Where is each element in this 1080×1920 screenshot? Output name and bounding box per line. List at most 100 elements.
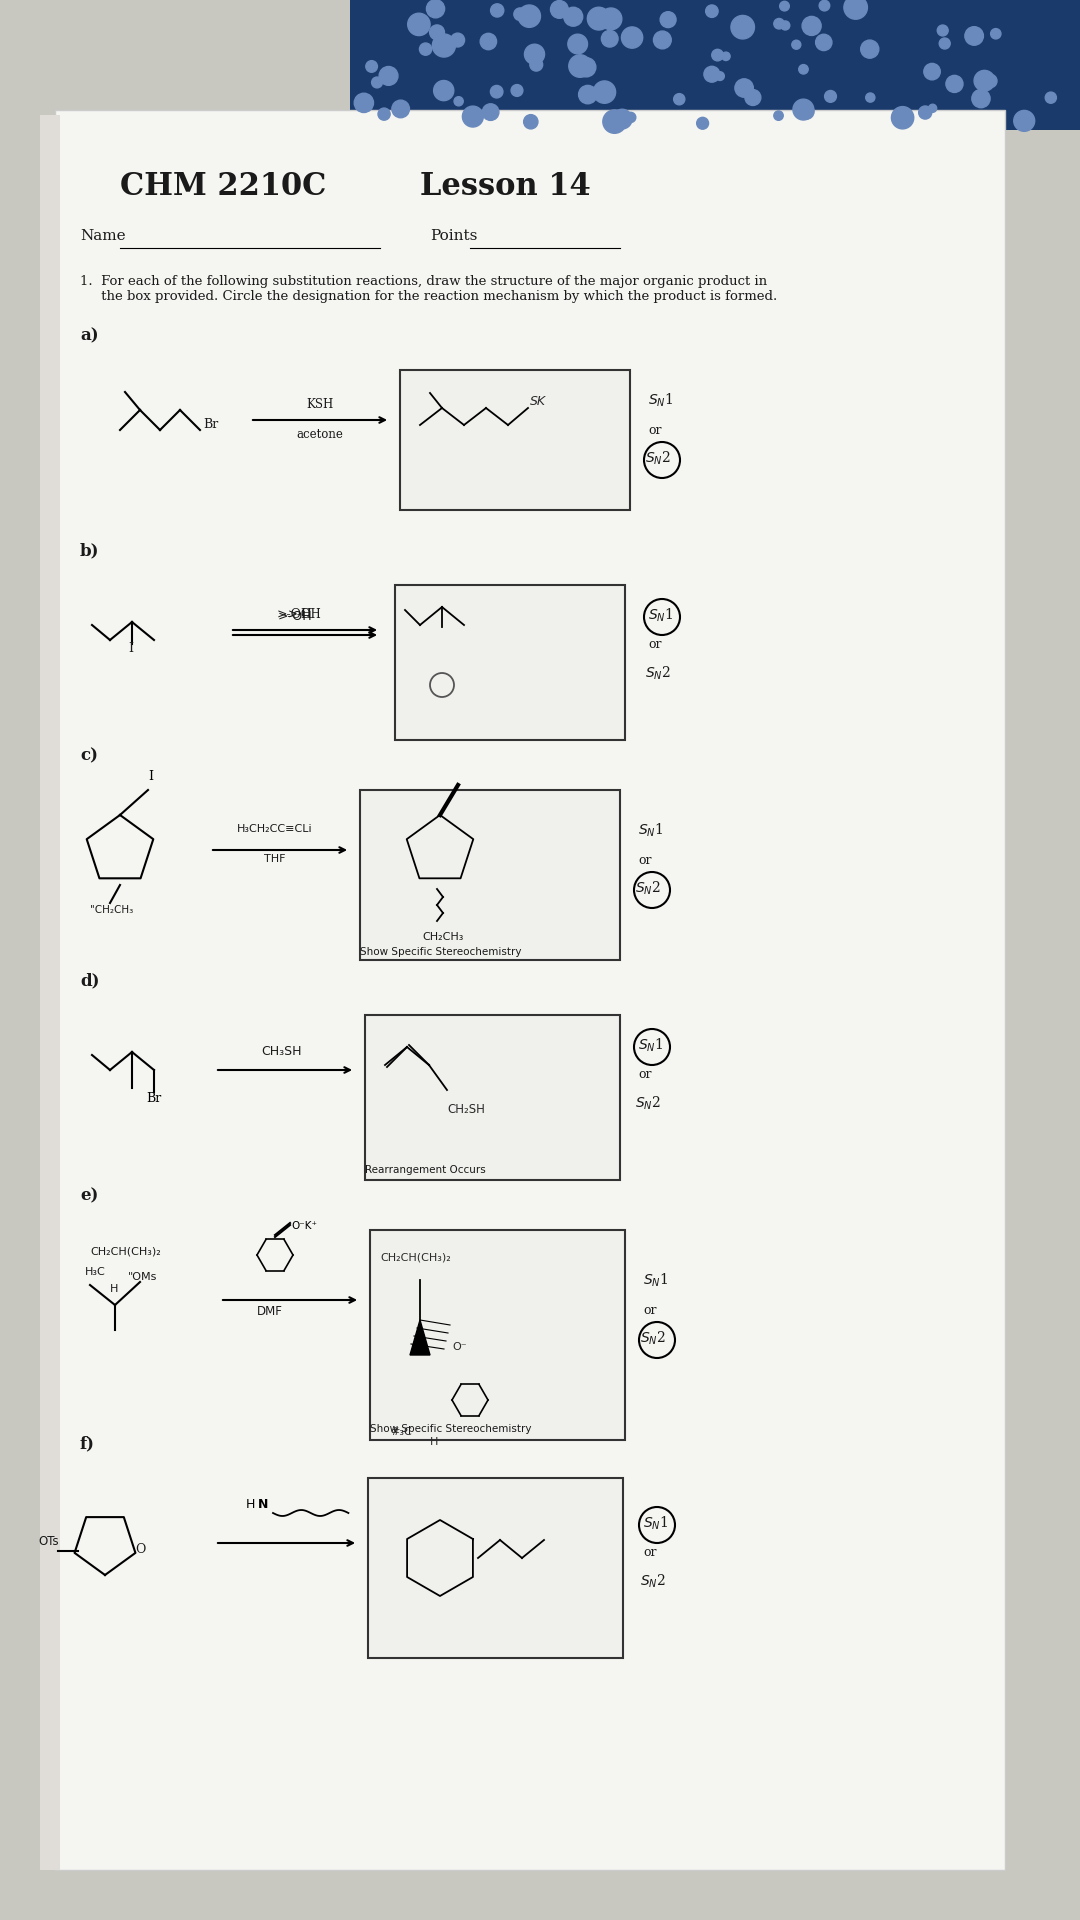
- Text: $S_N$1: $S_N$1: [648, 392, 673, 409]
- Circle shape: [427, 0, 445, 17]
- Circle shape: [721, 52, 730, 61]
- Text: H: H: [246, 1498, 255, 1511]
- Text: 1.  For each of the following substitution reactions, draw the structure of the : 1. For each of the following substitutio…: [80, 275, 778, 303]
- Circle shape: [379, 67, 397, 84]
- Bar: [360, 789, 620, 960]
- Circle shape: [625, 111, 636, 123]
- Circle shape: [798, 104, 814, 119]
- Text: O⁻K⁺: O⁻K⁺: [291, 1221, 318, 1231]
- Text: $S_N$2: $S_N$2: [645, 449, 671, 467]
- Circle shape: [430, 25, 445, 40]
- Text: KSH: KSH: [307, 397, 334, 411]
- Text: O⁻: O⁻: [453, 1342, 467, 1352]
- Circle shape: [551, 0, 568, 19]
- Text: CH₂CH(CH₃)₂: CH₂CH(CH₃)₂: [90, 1246, 161, 1258]
- Text: $S_N$1: $S_N$1: [638, 822, 663, 839]
- Circle shape: [660, 12, 676, 27]
- Text: I: I: [129, 641, 133, 655]
- Text: $S_N$2: $S_N$2: [635, 1094, 661, 1112]
- Text: or: or: [638, 1069, 651, 1081]
- Bar: [370, 1231, 625, 1440]
- Text: d): d): [80, 972, 99, 989]
- Circle shape: [843, 0, 867, 19]
- Circle shape: [483, 104, 499, 121]
- Circle shape: [974, 71, 995, 90]
- Text: CHM 2210C: CHM 2210C: [120, 171, 326, 202]
- Text: c): c): [80, 747, 98, 764]
- Text: "OMs: "OMs: [129, 1271, 158, 1283]
- Text: or: or: [648, 639, 661, 651]
- Circle shape: [564, 8, 583, 27]
- Circle shape: [577, 58, 596, 77]
- Circle shape: [940, 38, 950, 50]
- Circle shape: [511, 84, 523, 96]
- Text: O: O: [135, 1544, 146, 1555]
- Circle shape: [964, 27, 984, 46]
- Circle shape: [802, 17, 821, 35]
- Circle shape: [490, 86, 503, 98]
- Text: Lesson 14: Lesson 14: [420, 171, 591, 202]
- Circle shape: [825, 90, 836, 102]
- Circle shape: [432, 35, 456, 58]
- Text: DMF: DMF: [257, 1306, 283, 1317]
- Text: Br: Br: [146, 1092, 161, 1106]
- Circle shape: [603, 109, 626, 132]
- Text: H₃C: H₃C: [85, 1267, 106, 1277]
- Text: >-OH: >-OH: [276, 609, 313, 620]
- Text: N: N: [258, 1498, 268, 1511]
- Polygon shape: [410, 1321, 430, 1356]
- Circle shape: [734, 79, 754, 98]
- Circle shape: [773, 19, 784, 29]
- Circle shape: [408, 13, 430, 36]
- FancyBboxPatch shape: [55, 109, 1005, 1870]
- Bar: [395, 586, 625, 739]
- Circle shape: [372, 77, 382, 88]
- Text: f): f): [80, 1434, 95, 1452]
- Circle shape: [514, 8, 526, 21]
- Circle shape: [434, 81, 454, 100]
- Text: Name: Name: [80, 228, 125, 244]
- Circle shape: [745, 90, 760, 106]
- Text: $S_N$2: $S_N$2: [640, 1329, 666, 1346]
- Bar: [368, 1478, 623, 1659]
- Circle shape: [579, 84, 597, 104]
- Circle shape: [600, 8, 622, 31]
- Circle shape: [621, 27, 643, 48]
- Circle shape: [704, 67, 719, 83]
- Text: H: H: [110, 1284, 119, 1294]
- Circle shape: [780, 2, 789, 12]
- Text: b): b): [80, 541, 99, 559]
- Bar: [400, 371, 630, 511]
- Circle shape: [866, 92, 875, 102]
- Circle shape: [525, 44, 544, 63]
- Circle shape: [919, 106, 932, 119]
- Text: "CH₂CH₃: "CH₂CH₃: [90, 904, 133, 916]
- Text: e): e): [80, 1187, 98, 1204]
- Circle shape: [524, 115, 538, 129]
- Circle shape: [378, 108, 390, 121]
- Circle shape: [569, 56, 592, 77]
- Text: Points: Points: [430, 228, 477, 244]
- Circle shape: [705, 6, 718, 17]
- Circle shape: [781, 21, 789, 31]
- Circle shape: [984, 75, 997, 88]
- Circle shape: [588, 8, 610, 31]
- Text: $S_N$2: $S_N$2: [645, 664, 671, 682]
- Text: >-OH: >-OH: [278, 611, 312, 622]
- Text: CH₂CH(CH₃)₂: CH₂CH(CH₃)₂: [380, 1252, 450, 1261]
- Circle shape: [366, 61, 377, 73]
- Circle shape: [923, 63, 941, 81]
- FancyBboxPatch shape: [40, 115, 60, 1870]
- Text: THF: THF: [265, 854, 286, 864]
- Text: CH₂CH₃: CH₂CH₃: [422, 931, 463, 943]
- Text: $S_N$1: $S_N$1: [648, 607, 673, 624]
- Text: #₃C: #₃C: [390, 1427, 411, 1436]
- Text: H: H: [430, 1436, 438, 1448]
- Text: OTs: OTs: [38, 1534, 58, 1548]
- Circle shape: [419, 42, 432, 56]
- Circle shape: [653, 31, 672, 48]
- Text: I: I: [148, 770, 153, 783]
- Circle shape: [946, 75, 963, 92]
- Text: or: or: [648, 424, 661, 436]
- Text: Rearrangement Occurs: Rearrangement Occurs: [365, 1165, 486, 1175]
